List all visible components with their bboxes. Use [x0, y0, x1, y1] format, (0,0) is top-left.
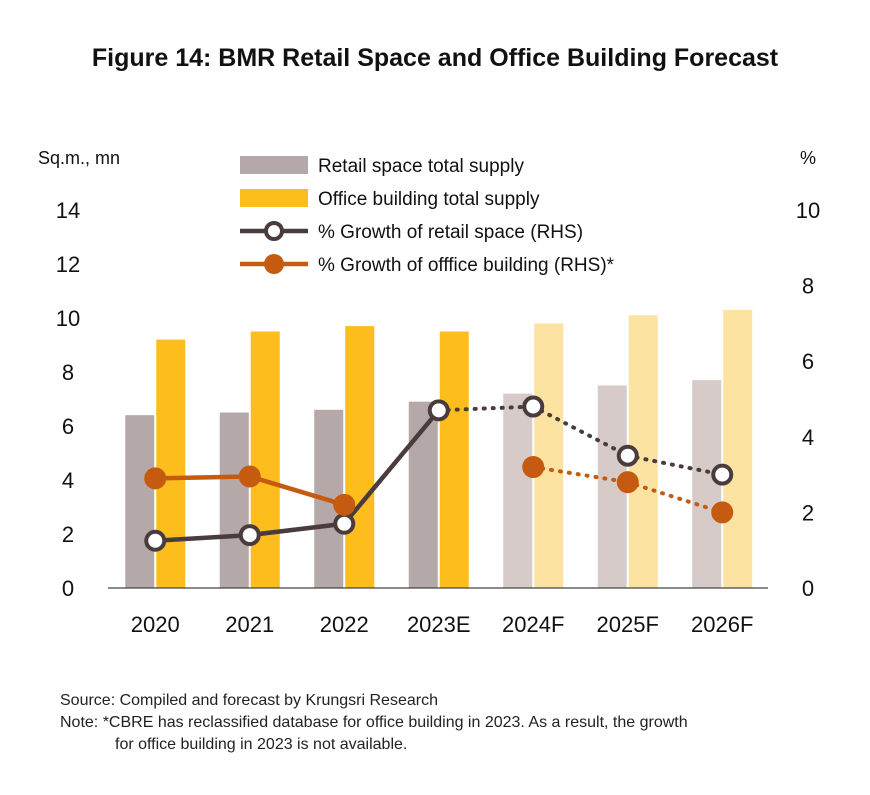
left-tick-label: 2 [62, 522, 74, 547]
legend-label: Retail space total supply [318, 156, 524, 177]
right-tick-label: 2 [802, 500, 814, 525]
office-supply-bar [723, 309, 753, 588]
retail-growth-segment [153, 532, 252, 543]
note-text: Note: *CBRE has reclassified database fo… [60, 714, 688, 731]
office-growth-point [333, 493, 356, 516]
office-growth-segment [531, 465, 630, 485]
retail-supply-bar [219, 412, 249, 588]
x-tick-label: 2022 [320, 612, 369, 637]
office-growth-segment [153, 474, 252, 481]
right-tick-label: 0 [802, 576, 814, 601]
left-tick-label: 0 [62, 576, 74, 601]
right-axis-label: % [800, 148, 816, 168]
legend-office-swatch [240, 189, 308, 207]
bars [125, 309, 753, 588]
office-growth-point [711, 501, 734, 524]
retail-growth-segment [342, 408, 441, 526]
x-tick-label: 2025F [597, 612, 659, 637]
left-tick-label: 8 [62, 360, 74, 385]
retail-growth-point [333, 512, 356, 535]
retail-supply-bar [692, 380, 722, 588]
growth-lines [144, 395, 734, 552]
office-supply-bar [345, 326, 375, 588]
right-tick-label: 8 [802, 274, 814, 299]
office-growth-point [238, 465, 261, 488]
retail-growth-point [711, 463, 734, 486]
chart-title: Figure 14: BMR Retail Space and Office B… [91, 44, 779, 72]
retail-growth-point [427, 399, 450, 422]
legend-label: Office building total supply [318, 189, 540, 210]
right-axis-ticks: 0 2 4 6 8 10 [796, 198, 820, 601]
right-tick-label: 4 [802, 425, 814, 450]
office-growth-segment [625, 480, 725, 515]
retail-supply-bar [503, 393, 533, 588]
retail-growth-segment [436, 404, 536, 413]
retail-growth-segment [531, 404, 630, 458]
office-supply-bar [156, 339, 186, 588]
retail-growth-point [144, 529, 167, 552]
office-growth-point [522, 456, 545, 479]
legend: Retail space total supply Office building… [240, 156, 615, 276]
legend-retail-growth-marker [264, 221, 284, 241]
retail-supply-bar [408, 401, 438, 588]
office-growth-segment [247, 474, 347, 508]
legend-label: % Growth of offfice building (RHS)* [318, 255, 615, 276]
x-tick-label: 2023E [407, 612, 471, 637]
left-tick-label: 14 [56, 198, 80, 223]
left-tick-label: 12 [56, 252, 80, 277]
office-growth-point [144, 467, 167, 490]
right-tick-label: 6 [802, 349, 814, 374]
retail-growth-segment [247, 521, 347, 538]
x-tick-label: 2024F [502, 612, 564, 637]
office-supply-bar [439, 331, 469, 588]
x-tick-label: 2020 [131, 612, 180, 637]
retail-growth-segment [625, 453, 725, 477]
legend-retail-swatch [240, 156, 308, 174]
office-supply-bar [250, 331, 280, 588]
right-tick-label: 10 [796, 198, 820, 223]
retail-growth-point [616, 444, 639, 467]
note-text-continued: for office building in 2023 is not avail… [115, 736, 408, 753]
x-axis-labels: 2020 2021 2022 2023E 2024F 2025F 2026F [131, 612, 754, 637]
left-tick-label: 4 [62, 468, 74, 493]
office-supply-bar [534, 323, 564, 588]
retail-growth-point [238, 524, 261, 547]
source-text: Source: Compiled and forecast by Krungsr… [60, 692, 438, 709]
office-growth-point [616, 471, 639, 494]
legend-label: % Growth of retail space (RHS) [318, 222, 583, 243]
legend-office-growth-marker [264, 254, 284, 274]
left-axis-label: Sq.m., mn [38, 148, 120, 168]
left-axis-ticks: 0 2 4 6 8 10 12 14 [56, 198, 80, 601]
x-tick-label: 2026F [691, 612, 753, 637]
footnotes: Source: Compiled and forecast by Krungsr… [60, 690, 688, 756]
retail-supply-bar [125, 415, 155, 588]
left-tick-label: 6 [62, 414, 74, 439]
retail-growth-point [522, 395, 545, 418]
x-tick-label: 2021 [225, 612, 274, 637]
left-tick-label: 10 [56, 306, 80, 331]
